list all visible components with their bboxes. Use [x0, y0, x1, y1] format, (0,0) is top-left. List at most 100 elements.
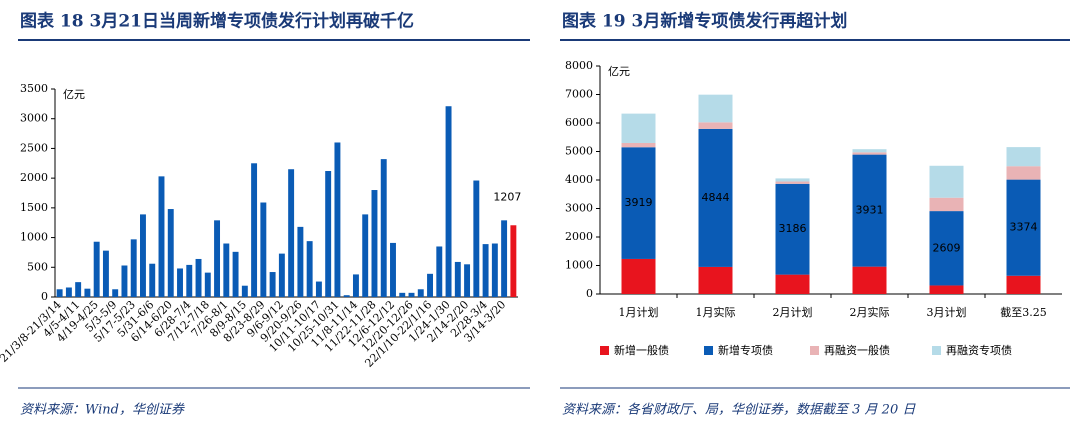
y-tick-label: 3000: [20, 112, 48, 125]
data-label: 3186: [779, 222, 807, 235]
legend-label: 再融资专项债: [946, 343, 1012, 357]
x-tick-label: 1月计划: [619, 306, 659, 319]
bar: [352, 274, 359, 297]
data-label: 4844: [702, 191, 730, 204]
bar-segment: [698, 128, 733, 267]
x-tick-label: 2月实际: [850, 305, 890, 319]
y-unit: 亿元: [63, 88, 85, 101]
y-tick-label: 4000: [565, 173, 593, 186]
bar: [214, 220, 221, 297]
bar-segment: [775, 181, 810, 184]
bar: [510, 225, 517, 297]
bar: [167, 209, 174, 297]
y-tick-label: 0: [586, 287, 593, 300]
bar-segment: [698, 122, 733, 129]
bar-segment: [929, 211, 964, 286]
y-tick-label: 2000: [20, 171, 48, 184]
bar-segment: [775, 178, 810, 182]
bar-segment: [1006, 275, 1041, 294]
x-tick-label: 2月计划: [773, 306, 813, 319]
bar-segment: [1006, 179, 1041, 276]
y-tick-label: 6000: [565, 116, 593, 129]
bar: [269, 272, 276, 297]
bar: [501, 220, 508, 297]
bar-segment: [1006, 147, 1041, 167]
bar-segment: [929, 285, 964, 294]
y-tick-label: 1500: [20, 201, 48, 214]
bar: [241, 285, 248, 297]
y-tick-label: 3500: [20, 82, 48, 95]
legend-label: 再融资一般债: [824, 343, 890, 357]
bar: [408, 292, 415, 297]
x-tick-label: 1月实际: [696, 305, 736, 319]
bar: [315, 281, 322, 297]
bar: [232, 251, 239, 297]
bar-segment: [929, 197, 964, 212]
bar: [260, 202, 267, 297]
legend-label: 新增专项债: [718, 343, 773, 357]
bar: [140, 214, 146, 297]
bar-segment: [621, 113, 656, 143]
bar-segment: [698, 266, 733, 294]
source: 资料来源：各省财政厅、局，华创证券，数据截至 3 月 20 日: [562, 402, 916, 418]
y-tick-label: 500: [27, 260, 48, 273]
data-label: 3374: [1010, 221, 1038, 234]
bar-segment: [929, 165, 964, 198]
bar: [464, 264, 471, 297]
bar: [177, 268, 183, 297]
data-label: 3919: [625, 196, 653, 209]
bar-segment: [1006, 166, 1041, 180]
legend-swatch: [704, 346, 713, 355]
x-tick-label: 3月计划: [927, 306, 967, 319]
y-tick-label: 0: [41, 290, 48, 303]
y-tick-label: 3000: [565, 202, 593, 215]
bar: [75, 282, 82, 297]
bar: [473, 180, 480, 297]
y-tick-label: 1000: [565, 259, 593, 272]
chart-title: 图表 19 3月新增专项债发行再超计划: [562, 11, 847, 32]
bar: [482, 244, 489, 297]
bar-segment: [621, 142, 656, 148]
bar-segment: [621, 147, 656, 259]
legend-label: 新增一般债: [614, 343, 669, 357]
y-unit: 亿元: [608, 65, 630, 78]
bar: [278, 253, 285, 297]
data-label: 3931: [856, 204, 884, 217]
bar: [195, 258, 202, 297]
bar: [84, 288, 91, 297]
bar: [436, 246, 443, 297]
bar: [297, 226, 304, 297]
bar-segment: [852, 154, 887, 267]
chart-title: 图表 18 3月21日当周新增专项债发行计划再破千亿: [20, 11, 414, 32]
x-tick-label: 截至3.25: [1000, 305, 1047, 319]
bar-segment: [698, 94, 733, 123]
bar: [362, 214, 369, 297]
bar: [390, 242, 396, 297]
bar: [454, 261, 461, 297]
bar: [334, 142, 341, 297]
bar: [306, 241, 313, 297]
bar-segment: [775, 183, 810, 275]
data-label: 2609: [933, 241, 961, 254]
bar-segment: [852, 149, 887, 153]
bar-segment: [852, 266, 887, 294]
bar: [158, 176, 165, 297]
bar: [112, 289, 119, 297]
bar: [427, 273, 433, 297]
bar: [223, 243, 230, 297]
bar: [121, 265, 128, 297]
bar-segment: [775, 274, 810, 294]
legend-swatch: [932, 346, 941, 355]
bar: [399, 292, 406, 297]
bar: [417, 289, 424, 297]
bar: [343, 295, 350, 297]
bar: [288, 169, 295, 297]
y-tick-label: 2500: [20, 141, 48, 154]
legend-swatch: [600, 346, 609, 355]
bar: [186, 264, 193, 297]
bar: [149, 263, 156, 297]
y-tick-label: 1000: [20, 231, 48, 244]
bar: [204, 272, 211, 297]
bar: [445, 106, 452, 297]
bar-segment: [852, 152, 887, 155]
